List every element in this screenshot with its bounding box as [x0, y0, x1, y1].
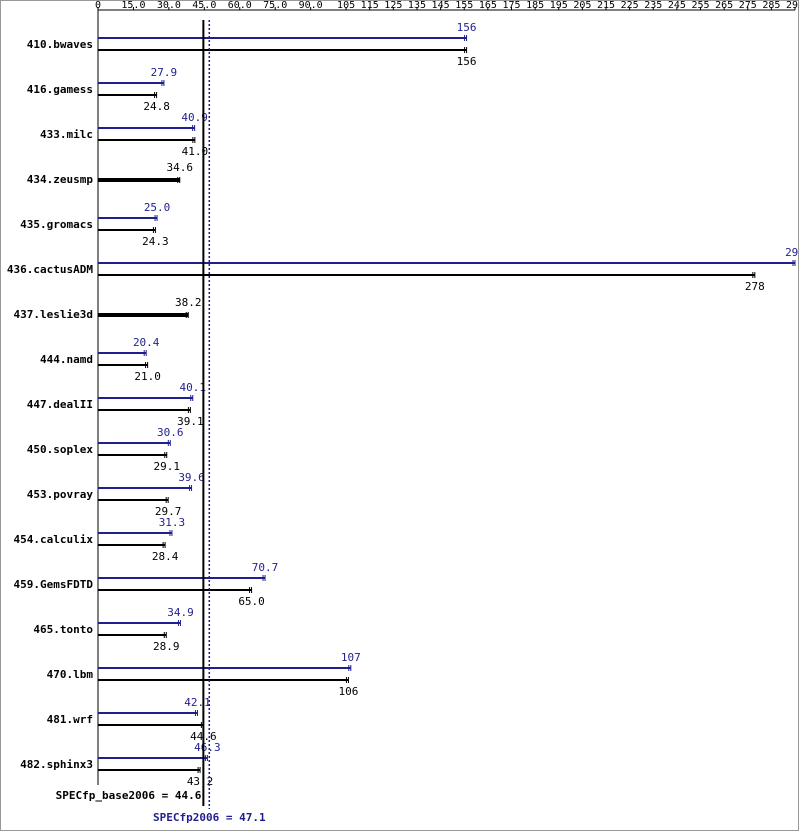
category-label: 434.zeusmp [27, 173, 94, 186]
value-label: 46.3 [194, 741, 221, 754]
value-label: 156 [457, 21, 477, 34]
value-label: 27.9 [151, 66, 178, 79]
value-label: 295 [785, 246, 799, 259]
x-tick-label: 75.0 [263, 0, 287, 11]
value-label: 39.6 [178, 471, 205, 484]
category-label: 459.GemsFDTD [14, 578, 94, 591]
x-tick-label: 185 [526, 0, 544, 11]
x-tick-label: 205 [573, 0, 591, 11]
x-tick-label: 135 [408, 0, 426, 11]
x-tick-label: 295 [786, 0, 799, 11]
x-tick-label: 165 [479, 0, 497, 11]
category-label: 481.wrf [47, 713, 93, 726]
value-label: 29.1 [154, 460, 181, 473]
x-tick-label: 60.0 [228, 0, 252, 11]
category-label: 416.gamess [27, 83, 93, 96]
value-label: 21.0 [134, 370, 161, 383]
value-label: 70.7 [252, 561, 279, 574]
x-tick-label: 30.0 [157, 0, 181, 11]
value-label: 42.1 [184, 696, 211, 709]
x-tick-label: 285 [762, 0, 780, 11]
category-label: 482.sphinx3 [20, 758, 93, 771]
x-tick-label: 105 [337, 0, 355, 11]
category-label: 454.calculix [14, 533, 94, 546]
value-label: 25.0 [144, 201, 171, 214]
x-tick-label: 175 [502, 0, 520, 11]
value-label: 28.9 [153, 640, 180, 653]
category-label: 410.bwaves [27, 38, 93, 51]
value-label: 107 [341, 651, 361, 664]
value-label: 40.1 [179, 381, 206, 394]
category-label: 444.namd [40, 353, 93, 366]
category-label: 435.gromacs [20, 218, 93, 231]
x-tick-label: 235 [644, 0, 662, 11]
value-label: 38.2 [175, 296, 202, 309]
value-label: 41.0 [182, 145, 209, 158]
x-tick-label: 115 [361, 0, 379, 11]
category-label: 437.leslie3d [14, 308, 93, 321]
x-tick-label: 195 [550, 0, 568, 11]
category-label: 447.dealII [27, 398, 93, 411]
x-tick-label: 45.0 [192, 0, 216, 11]
value-label: 34.9 [167, 606, 194, 619]
category-label: 453.povray [27, 488, 94, 501]
value-label: 30.6 [157, 426, 184, 439]
value-label: 106 [339, 685, 359, 698]
value-label: 278 [745, 280, 765, 293]
x-tick-label: 15.0 [121, 0, 145, 11]
category-label: 433.milc [40, 128, 93, 141]
value-label: 43.2 [187, 775, 214, 788]
value-label: 31.3 [159, 516, 186, 529]
x-tick-label: 90.0 [299, 0, 323, 11]
x-tick-label: 225 [621, 0, 639, 11]
x-tick-label: 255 [691, 0, 709, 11]
value-label: 65.0 [238, 595, 265, 608]
category-label: 470.lbm [47, 668, 94, 681]
value-label: 20.4 [133, 336, 160, 349]
x-tick-label: 0 [95, 0, 101, 11]
x-tick-label: 215 [597, 0, 615, 11]
category-label: 436.cactusADM [7, 263, 93, 276]
category-label: 465.tonto [33, 623, 93, 636]
reference-label: SPECfp_base2006 = 44.6 [56, 789, 202, 802]
value-label: 24.3 [142, 235, 169, 248]
value-label: 34.6 [166, 161, 193, 174]
value-label: 156 [457, 55, 477, 68]
value-label: 24.8 [143, 100, 170, 113]
category-label: 450.soplex [27, 443, 94, 456]
x-tick-label: 155 [455, 0, 473, 11]
value-label: 29.7 [155, 505, 182, 518]
reference-label: SPECfp2006 = 47.1 [153, 811, 266, 824]
value-label: 28.4 [152, 550, 179, 563]
x-tick-label: 265 [715, 0, 733, 11]
value-label: 40.9 [181, 111, 208, 124]
x-tick-label: 245 [668, 0, 686, 11]
x-tick-label: 125 [384, 0, 402, 11]
x-tick-label: 145 [432, 0, 450, 11]
x-tick-label: 275 [739, 0, 757, 11]
value-label: 39.1 [177, 415, 204, 428]
